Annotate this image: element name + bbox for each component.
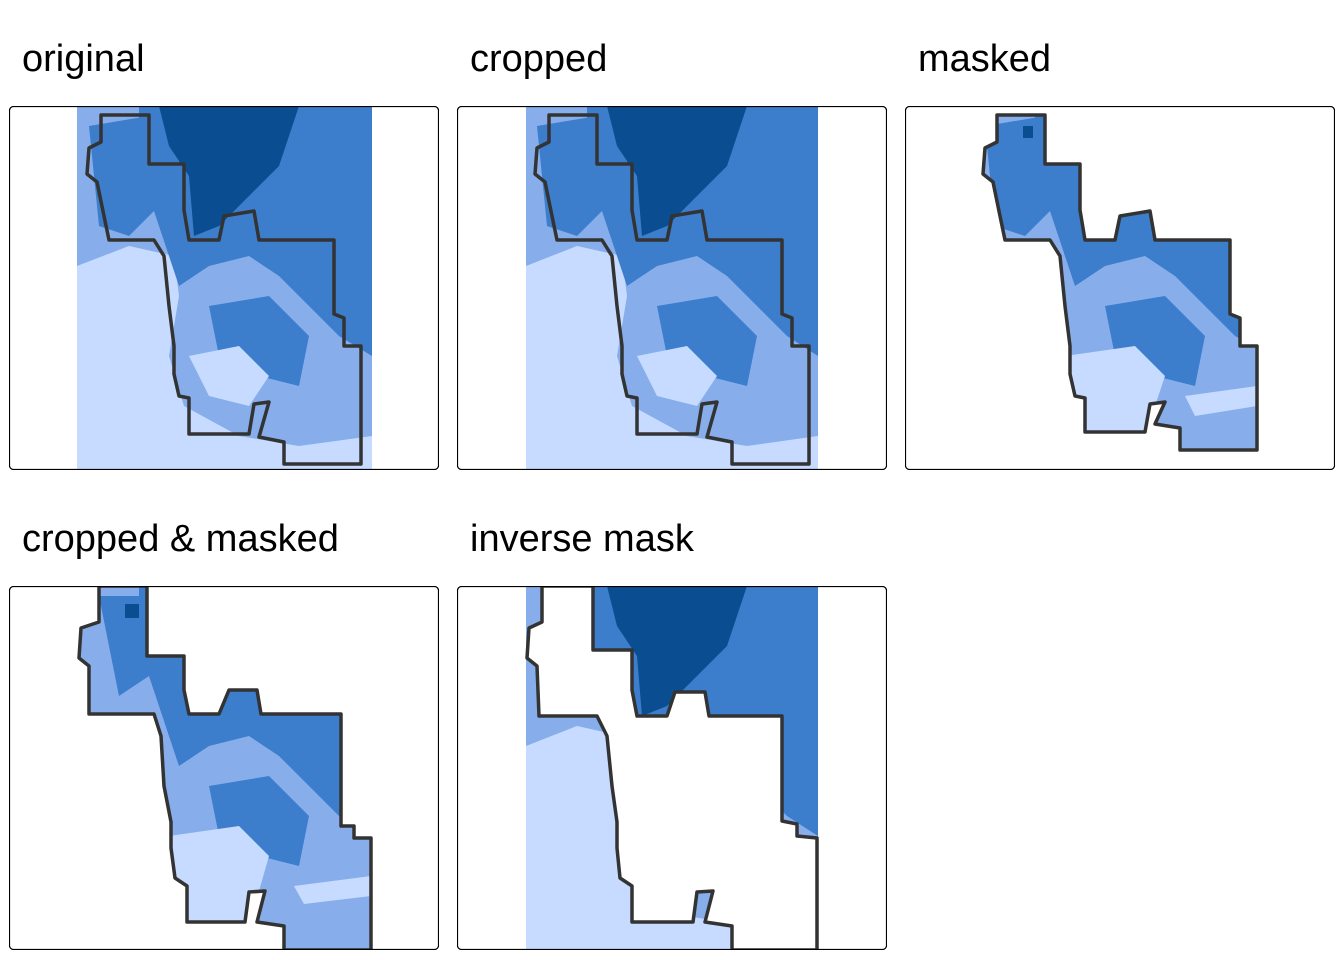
panel-title-cropped: cropped (470, 38, 608, 80)
panel-title-original: original (22, 38, 145, 80)
park-boundary (85, 113, 363, 466)
map-cropped-masked (9, 586, 439, 950)
elevation-raster (526, 106, 818, 470)
map-inverse-mask (457, 586, 887, 950)
panel-frame (9, 106, 439, 470)
map-panel-inverse-mask (457, 586, 887, 950)
map-masked (905, 106, 1335, 470)
park-boundary (77, 586, 373, 950)
panel-title-masked: masked (918, 38, 1052, 80)
map-cropped (457, 106, 887, 470)
panel-title-cropped-masked: cropped & masked (22, 518, 339, 560)
park-boundary (525, 586, 819, 950)
panel-frame (457, 586, 887, 950)
park-boundary (533, 113, 811, 466)
elevation-raster (79, 586, 371, 950)
elevation-raster (983, 115, 1257, 450)
panel-title-inverse-mask: inverse mask (470, 518, 694, 560)
map-original (9, 106, 439, 470)
panel-frame (9, 586, 439, 950)
masked-area (527, 586, 817, 950)
elevation-raster (77, 106, 372, 470)
park-boundary (981, 113, 1259, 452)
map-panel-original (9, 106, 439, 470)
panel-frame (905, 106, 1335, 470)
panel-frame (457, 106, 887, 470)
map-panel-cropped (457, 106, 887, 470)
map-panel-cropped-masked (9, 586, 439, 950)
map-panel-masked (905, 106, 1335, 470)
